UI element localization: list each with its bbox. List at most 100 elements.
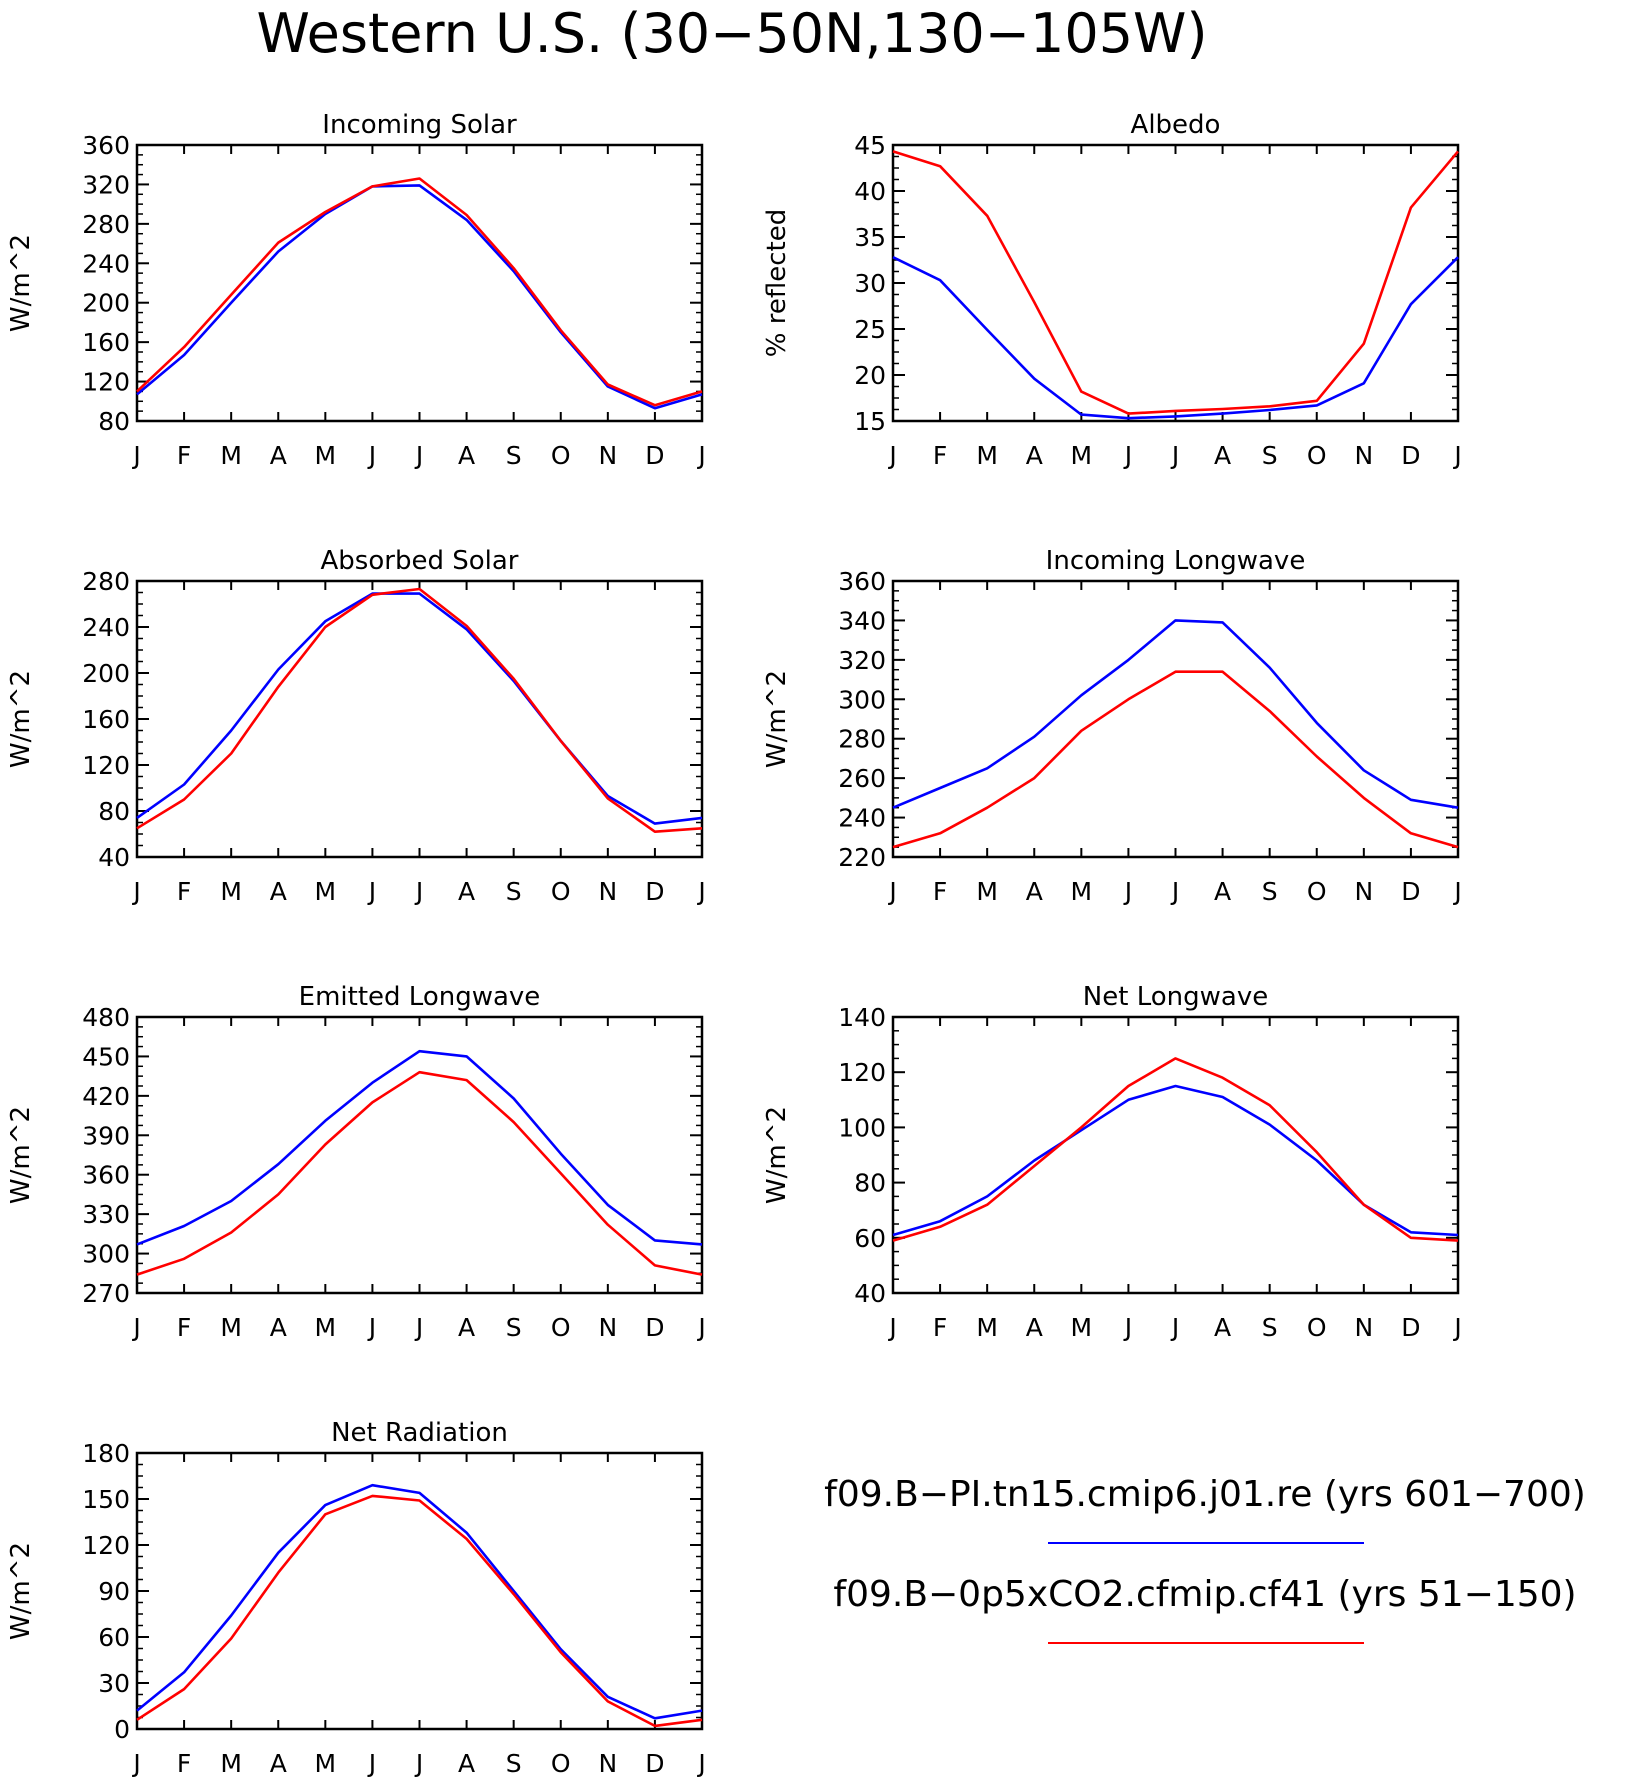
x-tick-label: N xyxy=(598,877,617,906)
x-tick-label: D xyxy=(645,1313,664,1342)
series-line-blue xyxy=(136,1483,703,1720)
x-tick-label: J xyxy=(131,441,140,470)
x-tick-label: M xyxy=(315,441,337,470)
y-tick-label: 60 xyxy=(98,1623,130,1652)
x-tick-label: J xyxy=(696,877,705,906)
x-tick-label: J xyxy=(696,1313,705,1342)
x-tick-label: M xyxy=(1071,1313,1093,1342)
y-tick-label: 30 xyxy=(854,269,886,298)
chart-panel: J F M A M J J A S O N D J270300330360390420450480W/m… xyxy=(6,982,706,1342)
y-tick-label: 150 xyxy=(82,1485,130,1514)
x-tick-label: J xyxy=(696,441,705,470)
series-line-blue xyxy=(892,256,1459,420)
y-tick-label: 40 xyxy=(854,177,886,206)
x-tick-label: F xyxy=(933,441,947,470)
x-tick-label: N xyxy=(1354,877,1373,906)
x-tick-label: J xyxy=(131,1749,140,1778)
x-tick-label: J xyxy=(131,1313,140,1342)
x-tick-label: A xyxy=(458,1749,475,1778)
figure-title: Western U.S. (30−50N,130−105W) xyxy=(256,2,1207,65)
x-tick-label: A xyxy=(1214,1313,1231,1342)
x-tick-label: D xyxy=(1401,877,1420,906)
y-tick-label: 15 xyxy=(854,407,886,436)
x-tick-label: A xyxy=(458,1313,475,1342)
x-tick-label: F xyxy=(177,1749,191,1778)
chart-panel: J F M A M J J A S O N D J220240260280300320340360W/m… xyxy=(762,546,1462,906)
y-tick-label: 360 xyxy=(82,131,130,160)
x-tick-label: D xyxy=(645,1749,664,1778)
x-tick-label: M xyxy=(315,1313,337,1342)
x-tick-label: D xyxy=(645,877,664,906)
y-tick-label: 45 xyxy=(854,131,886,160)
y-tick-label: 40 xyxy=(98,843,130,872)
y-tick-label: 60 xyxy=(854,1224,886,1253)
x-tick-label: J xyxy=(1170,441,1179,470)
y-axis-label: W/m^2 xyxy=(762,1106,792,1204)
y-tick-label: 140 xyxy=(838,1003,886,1032)
chart-panel: J F M A M J J A S O N D J80120160200240280320360W/m^… xyxy=(6,110,706,470)
series-line-red xyxy=(136,177,703,407)
legend-label-series1: f09.B−PI.tn15.cmip6.j01.re (yrs 601−700) xyxy=(824,1474,1586,1515)
x-tick-label: J xyxy=(1170,1313,1179,1342)
y-tick-label: 240 xyxy=(82,249,130,278)
x-tick-label: D xyxy=(1401,1313,1420,1342)
y-axis-label: W/m^2 xyxy=(6,234,36,332)
y-tick-label: 0 xyxy=(114,1715,130,1744)
y-axis-label: W/m^2 xyxy=(6,1542,36,1640)
x-tick-label: A xyxy=(1026,1313,1043,1342)
x-tick-label: M xyxy=(220,877,242,906)
series-line-red xyxy=(892,150,1459,415)
x-tick-label: A xyxy=(458,441,475,470)
x-tick-label: O xyxy=(551,1749,571,1778)
y-tick-label: 25 xyxy=(854,315,886,344)
x-tick-label: J xyxy=(1123,441,1132,470)
x-tick-label: J xyxy=(414,877,423,906)
x-tick-label: F xyxy=(933,877,947,906)
x-tick-label: J xyxy=(131,877,140,906)
y-tick-label: 240 xyxy=(82,613,130,642)
x-tick-label: J xyxy=(367,441,376,470)
x-tick-label: J xyxy=(414,441,423,470)
y-axis-label: W/m^2 xyxy=(6,670,36,768)
x-tick-label: J xyxy=(887,441,896,470)
y-tick-label: 300 xyxy=(838,685,886,714)
y-tick-label: 420 xyxy=(82,1082,130,1111)
x-tick-label: M xyxy=(220,1749,242,1778)
x-tick-label: J xyxy=(1452,1313,1461,1342)
plot-frame xyxy=(135,579,704,859)
x-tick-label: J xyxy=(1170,877,1179,906)
series-line-blue xyxy=(136,1049,703,1246)
x-tick-label: N xyxy=(598,1313,617,1342)
y-tick-label: 240 xyxy=(838,804,886,833)
x-tick-label: F xyxy=(177,877,191,906)
y-tick-label: 200 xyxy=(82,289,130,318)
y-axis-label: W/m^2 xyxy=(6,1106,36,1204)
y-tick-label: 20 xyxy=(854,361,886,390)
x-tick-label: J xyxy=(1452,441,1461,470)
x-tick-label: J xyxy=(1123,1313,1132,1342)
x-tick-label: A xyxy=(1026,441,1043,470)
x-tick-label: J xyxy=(887,877,896,906)
x-tick-label: S xyxy=(506,441,522,470)
y-tick-label: 320 xyxy=(82,170,130,199)
plot-frame xyxy=(891,143,1460,423)
x-tick-label: M xyxy=(220,1313,242,1342)
legend: f09.B−PI.tn15.cmip6.j01.re (yrs 601−700)… xyxy=(824,1474,1586,1644)
x-tick-label: M xyxy=(976,877,998,906)
y-tick-label: 180 xyxy=(82,1439,130,1468)
x-tick-label: M xyxy=(976,441,998,470)
y-tick-label: 360 xyxy=(82,1161,130,1190)
y-tick-label: 360 xyxy=(838,567,886,596)
x-tick-label: J xyxy=(414,1749,423,1778)
x-tick-label: M xyxy=(1071,441,1093,470)
x-tick-label: O xyxy=(551,877,571,906)
y-tick-label: 280 xyxy=(82,210,130,239)
y-tick-label: 120 xyxy=(838,1058,886,1087)
y-tick-label: 100 xyxy=(838,1113,886,1142)
panel-title: Incoming Longwave xyxy=(1046,546,1306,576)
y-tick-label: 200 xyxy=(82,659,130,688)
x-tick-label: J xyxy=(367,1313,376,1342)
x-tick-label: A xyxy=(1214,877,1231,906)
